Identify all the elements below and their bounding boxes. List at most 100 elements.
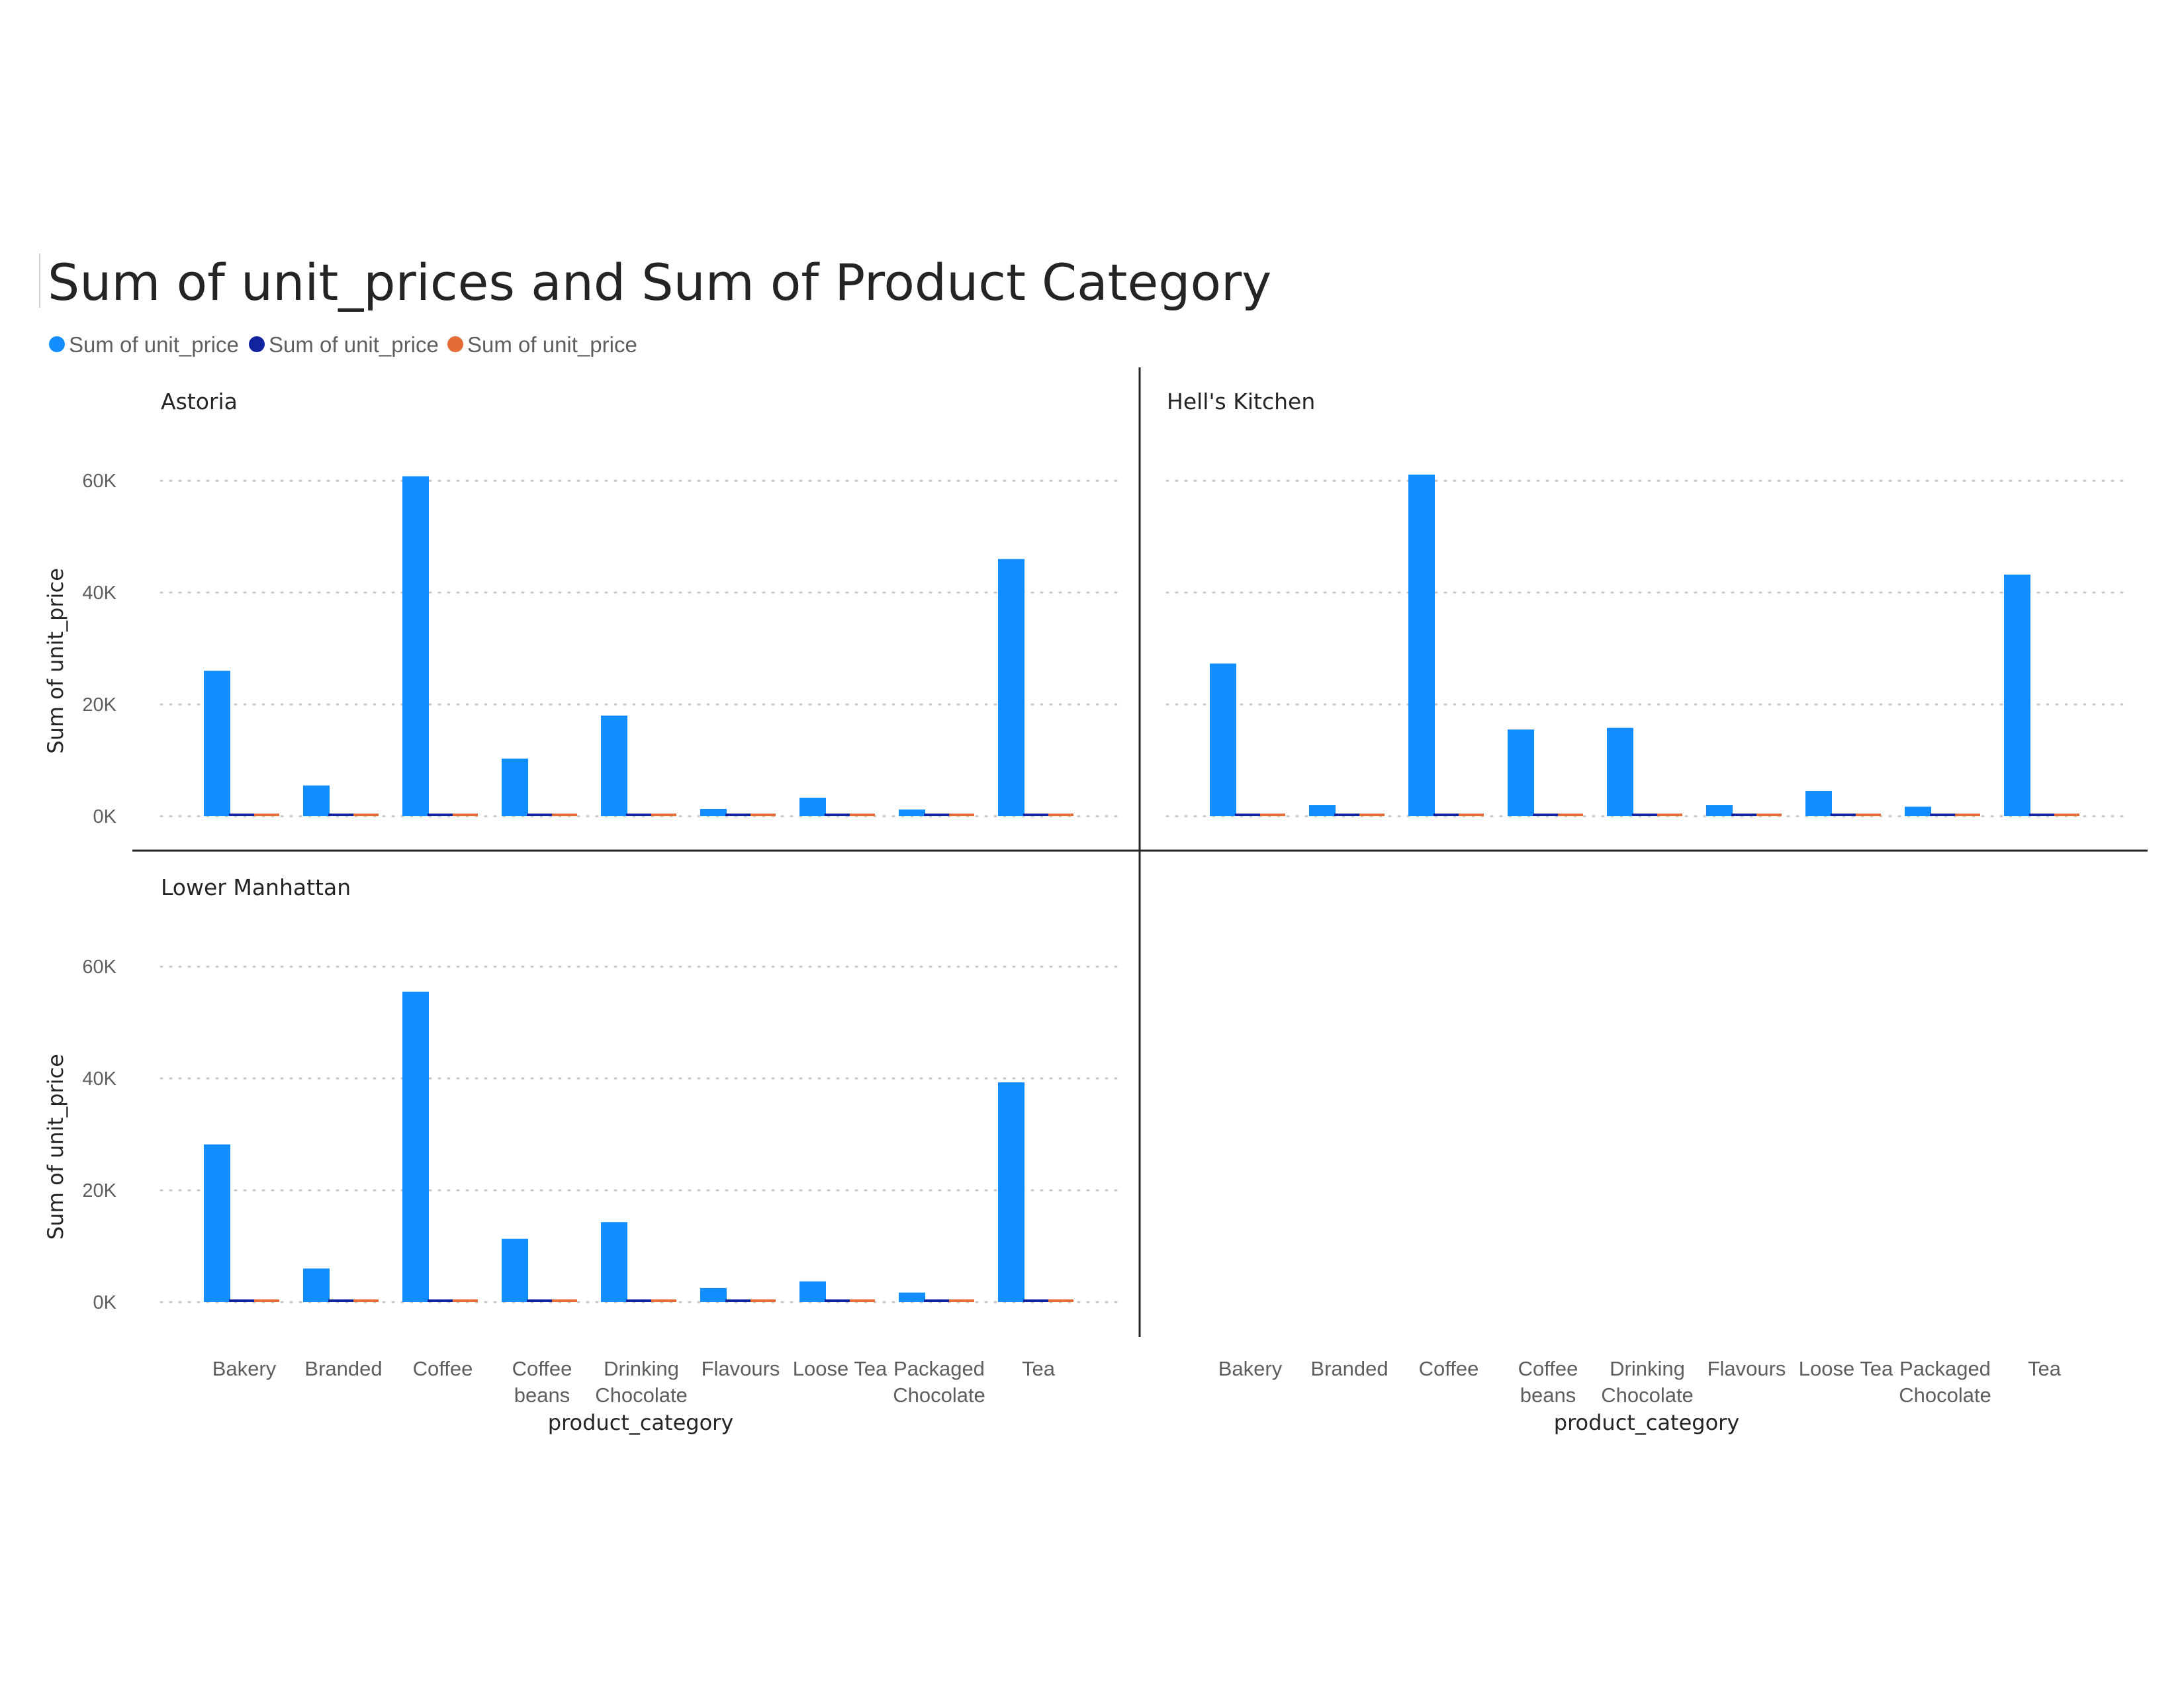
bar-branded-series-3[interactable] xyxy=(353,1299,379,1302)
bar-tea-series-3[interactable] xyxy=(1048,814,1073,816)
bar-flavours-series-2[interactable] xyxy=(725,1299,751,1302)
bar-loose-tea-series-3[interactable] xyxy=(850,1299,875,1302)
x-tick-label: Flavours xyxy=(702,1357,780,1380)
bar-flavours-series-3[interactable] xyxy=(751,814,776,816)
bar-bakery-series-2[interactable] xyxy=(229,814,254,816)
bar-bakery-series-3[interactable] xyxy=(254,1299,279,1302)
bar-flavours-series-1[interactable] xyxy=(700,1288,727,1302)
bar-packaged-chocolate-series-3[interactable] xyxy=(949,1299,974,1302)
bar-coffee-beans-series-3[interactable] xyxy=(552,1299,577,1302)
legend-item-3[interactable]: Sum of unit_price xyxy=(447,332,637,357)
bar-loose-tea-series-3[interactable] xyxy=(1856,814,1881,816)
bar-bakery-series-1[interactable] xyxy=(204,1144,230,1302)
bar-tea-series-3[interactable] xyxy=(2054,814,2079,816)
bar-branded-series-2[interactable] xyxy=(328,1299,353,1302)
legend-item-1[interactable]: Sum of unit_price xyxy=(49,332,239,357)
bar-tea-series-2[interactable] xyxy=(1023,814,1048,816)
bar-tea-series-2[interactable] xyxy=(1023,1299,1048,1302)
bar-coffee-beans-series-2[interactable] xyxy=(527,1299,552,1302)
bar-branded-series-2[interactable] xyxy=(1334,814,1359,816)
bar-bakery-series-2[interactable] xyxy=(1235,814,1260,816)
x-tick-label: Packaged xyxy=(893,1357,985,1380)
bar-bakery-series-3[interactable] xyxy=(1260,814,1285,816)
bar-branded-series-3[interactable] xyxy=(1359,814,1385,816)
bar-branded-series-1[interactable] xyxy=(303,1268,330,1302)
bar-bakery-series-1[interactable] xyxy=(1210,663,1236,816)
bar-coffee-beans-series-3[interactable] xyxy=(552,814,577,816)
bar-coffee-series-1[interactable] xyxy=(402,476,429,816)
bar-flavours-series-3[interactable] xyxy=(751,1299,776,1302)
bar-drinking-chocolate-series-3[interactable] xyxy=(651,814,676,816)
bar-drinking-chocolate-series-1[interactable] xyxy=(601,715,627,816)
bar-coffee-series-3[interactable] xyxy=(453,1299,478,1302)
bar-bakery-series-2[interactable] xyxy=(229,1299,254,1302)
bar-bakery-series-1[interactable] xyxy=(204,671,230,816)
bar-flavours-series-2[interactable] xyxy=(1731,814,1756,816)
bar-coffee-series-3[interactable] xyxy=(453,814,478,816)
bar-drinking-chocolate-series-1[interactable] xyxy=(601,1222,627,1302)
bar-packaged-chocolate-series-3[interactable] xyxy=(1955,814,1980,816)
bar-flavours-series-1[interactable] xyxy=(700,809,727,816)
bar-drinking-chocolate-series-2[interactable] xyxy=(1632,814,1657,816)
x-tick-label: Coffee xyxy=(413,1357,473,1380)
bar-loose-tea-series-1[interactable] xyxy=(799,798,826,816)
bar-drinking-chocolate-series-2[interactable] xyxy=(626,1299,651,1302)
chart-title: Sum of unit_prices and Sum of Product Ca… xyxy=(48,253,1271,312)
y-tick-label: 20K xyxy=(82,694,116,716)
bar-coffee-series-1[interactable] xyxy=(402,992,429,1302)
bar-bakery-series-3[interactable] xyxy=(254,814,279,816)
bar-loose-tea-series-1[interactable] xyxy=(799,1281,826,1302)
bar-coffee-beans-series-2[interactable] xyxy=(527,814,552,816)
bar-coffee-series-2[interactable] xyxy=(428,1299,453,1302)
bar-drinking-chocolate-series-2[interactable] xyxy=(626,814,651,816)
bar-packaged-chocolate-series-1[interactable] xyxy=(899,1292,925,1302)
bar-coffee-series-2[interactable] xyxy=(1433,814,1459,816)
bar-flavours-series-1[interactable] xyxy=(1706,805,1733,816)
x-tick-label: beans xyxy=(1520,1383,1576,1407)
bar-coffee-series-2[interactable] xyxy=(428,814,453,816)
legend-label: Sum of unit_price xyxy=(69,332,239,357)
x-tick-label: Bakery xyxy=(212,1357,277,1380)
legend[interactable]: Sum of unit_price Sum of unit_price Sum of… xyxy=(49,332,637,357)
bar-drinking-chocolate-series-1[interactable] xyxy=(1607,727,1633,816)
bar-loose-tea-series-2[interactable] xyxy=(825,814,850,816)
bar-tea-series-2[interactable] xyxy=(2029,814,2054,816)
bar-branded-series-2[interactable] xyxy=(328,814,353,816)
bar-loose-tea-series-3[interactable] xyxy=(850,814,875,816)
bar-coffee-beans-series-1[interactable] xyxy=(1508,729,1534,816)
bar-flavours-series-3[interactable] xyxy=(1756,814,1782,816)
bar-branded-series-1[interactable] xyxy=(303,785,330,816)
y-axis-title: Sum of unit_price xyxy=(43,568,68,754)
legend-item-2[interactable]: Sum of unit_price xyxy=(249,332,439,357)
bar-flavours-series-2[interactable] xyxy=(725,814,751,816)
bar-packaged-chocolate-series-2[interactable] xyxy=(924,1299,949,1302)
bar-coffee-series-3[interactable] xyxy=(1459,814,1484,816)
bar-tea-series-3[interactable] xyxy=(1048,1299,1073,1302)
bar-loose-tea-series-1[interactable] xyxy=(1805,790,1832,816)
x-tick-label: Chocolate xyxy=(1899,1383,1991,1407)
bar-tea-series-1[interactable] xyxy=(998,559,1024,816)
legend-label: Sum of unit_price xyxy=(467,332,637,357)
bar-packaged-chocolate-series-2[interactable] xyxy=(924,814,949,816)
bar-drinking-chocolate-series-3[interactable] xyxy=(651,1299,676,1302)
x-tick-label: Chocolate xyxy=(893,1383,985,1407)
bar-loose-tea-series-2[interactable] xyxy=(825,1299,850,1302)
bar-coffee-beans-series-1[interactable] xyxy=(502,1239,528,1302)
bar-coffee-beans-series-3[interactable] xyxy=(1558,814,1583,816)
bar-drinking-chocolate-series-3[interactable] xyxy=(1657,814,1682,816)
y-tick-label: 0K xyxy=(93,806,117,827)
bar-packaged-chocolate-series-2[interactable] xyxy=(1930,814,1955,816)
bar-tea-series-1[interactable] xyxy=(998,1082,1024,1302)
bar-branded-series-1[interactable] xyxy=(1309,805,1336,816)
bar-packaged-chocolate-series-3[interactable] xyxy=(949,814,974,816)
bar-branded-series-3[interactable] xyxy=(353,814,379,816)
bar-coffee-beans-series-1[interactable] xyxy=(502,759,528,816)
bar-coffee-beans-series-2[interactable] xyxy=(1533,814,1558,816)
bar-packaged-chocolate-series-1[interactable] xyxy=(1905,806,1931,816)
x-tick-label: Tea xyxy=(1022,1357,1056,1380)
x-tick-label: Loose Tea xyxy=(1799,1357,1893,1380)
bar-packaged-chocolate-series-1[interactable] xyxy=(899,809,925,816)
bar-loose-tea-series-2[interactable] xyxy=(1831,814,1856,816)
bar-coffee-series-1[interactable] xyxy=(1408,474,1435,816)
bar-tea-series-1[interactable] xyxy=(2004,575,2030,816)
